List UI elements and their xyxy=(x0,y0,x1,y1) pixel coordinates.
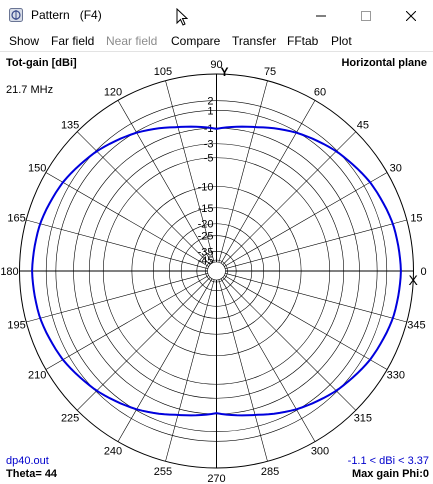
grid-spoke xyxy=(225,219,407,269)
theta-label: Theta= 44 xyxy=(6,468,58,480)
grid-spoke xyxy=(220,100,316,264)
angle-tick-label: 105 xyxy=(154,66,172,78)
radial-db-label: -5 xyxy=(204,153,214,165)
angle-tick-label: 15 xyxy=(410,212,422,224)
angle-tick-label: 30 xyxy=(390,163,402,175)
quantity-label: Tot-gain [dBi] xyxy=(6,57,77,69)
maximize-icon xyxy=(360,10,371,21)
gain-trace xyxy=(31,125,402,417)
grid-spoke xyxy=(218,80,268,263)
angle-tick-label: 45 xyxy=(357,120,369,132)
menu-compare[interactable]: Compare xyxy=(171,34,221,48)
grid-spoke xyxy=(224,172,388,267)
grid-spoke xyxy=(222,131,357,265)
radial-db-label: -45 xyxy=(198,255,214,267)
angle-tick-label: 210 xyxy=(28,370,46,382)
file-label: dp40.out xyxy=(6,455,49,467)
window-title: Pattern (F4) xyxy=(31,8,102,22)
title-bar[interactable]: Pattern (F4) xyxy=(0,0,433,31)
radial-db-label: 1 xyxy=(207,105,213,117)
max-gain-label: Max gain Phi:0 xyxy=(351,468,429,480)
radial-db-label: -20 xyxy=(198,219,214,231)
grid-spoke xyxy=(165,279,215,462)
grid-spoke xyxy=(117,100,213,264)
angle-tick-label: 255 xyxy=(154,466,172,478)
radial-db-label: -10 xyxy=(198,181,214,193)
grid-spoke xyxy=(76,277,211,411)
app-icon xyxy=(9,8,23,22)
radial-db-label: -1 xyxy=(204,123,214,135)
mouse-cursor-icon xyxy=(176,8,188,26)
radial-db-label: -35 xyxy=(198,246,214,258)
angle-tick-label: 300 xyxy=(311,445,329,457)
angle-tick-label: 240 xyxy=(104,445,122,457)
angle-tick-label: 285 xyxy=(261,466,279,478)
plot-area[interactable]: 0 15 30 45 60 75 90 105 120 135 150 165 180 195 210 225… xyxy=(0,51,433,484)
grid-spoke xyxy=(26,219,208,269)
grid-spoke xyxy=(218,279,268,462)
angle-tick-label: 135 xyxy=(61,120,79,132)
angle-tick-label: 270 xyxy=(207,473,225,484)
angle-tick-label: 60 xyxy=(314,87,326,99)
grid-spoke xyxy=(117,278,213,442)
polar-chart: 0153045607590105120135150165180195210225… xyxy=(0,59,426,484)
grid-spoke xyxy=(26,273,208,323)
angle-tick-label: 315 xyxy=(354,412,372,424)
angle-tick-label: 120 xyxy=(104,87,122,99)
grid-spoke xyxy=(45,275,209,370)
angle-tick-label: 90 xyxy=(210,59,222,71)
grid-spoke xyxy=(165,80,215,263)
angle-tick-label: 225 xyxy=(61,412,79,424)
y-axis-label: Y xyxy=(221,65,229,79)
angle-tick-label: 150 xyxy=(28,163,46,175)
angle-tick-label: 195 xyxy=(7,320,25,332)
x-axis-label: X xyxy=(409,272,419,288)
grid-spoke xyxy=(76,131,211,265)
radial-db-label: -3 xyxy=(204,139,214,151)
menu-plot[interactable]: Plot xyxy=(331,34,352,48)
menu-fftab[interactable]: FFtab xyxy=(287,34,319,48)
close-button[interactable] xyxy=(388,0,433,31)
grid-spoke xyxy=(224,275,388,370)
maximize-button[interactable] xyxy=(343,0,388,31)
menu-near-field[interactable]: Near field xyxy=(106,34,158,48)
minimize-icon xyxy=(315,15,326,16)
angle-tick-label: 180 xyxy=(0,266,18,278)
grid-spoke xyxy=(222,277,357,411)
grid-spoke xyxy=(45,172,209,267)
radial-db-label: -15 xyxy=(198,203,214,215)
angle-tick-label: 165 xyxy=(7,212,25,224)
grid-spoke xyxy=(225,273,407,323)
menu-bar xyxy=(0,31,433,51)
frequency-label: 21.7 MHz xyxy=(6,84,54,96)
menu-far-field[interactable]: Far field xyxy=(51,34,95,48)
angle-tick-label: 0 xyxy=(420,266,426,278)
menu-transfer[interactable]: Transfer xyxy=(232,34,277,48)
plane-label: Horizontal plane xyxy=(341,57,427,69)
angle-tick-label: 330 xyxy=(387,370,405,382)
gain-range-label: -1.1 < dBi < 3.37 xyxy=(347,455,429,467)
radial-db-label: 2 xyxy=(207,96,213,108)
radial-db-label: -25 xyxy=(198,231,214,243)
angle-tick-label: 75 xyxy=(264,66,276,78)
minimize-button[interactable] xyxy=(298,0,343,31)
angle-tick-label: 345 xyxy=(407,320,425,332)
close-icon xyxy=(405,10,416,21)
menu-show[interactable]: Show xyxy=(9,34,40,48)
grid-spoke xyxy=(220,278,316,442)
